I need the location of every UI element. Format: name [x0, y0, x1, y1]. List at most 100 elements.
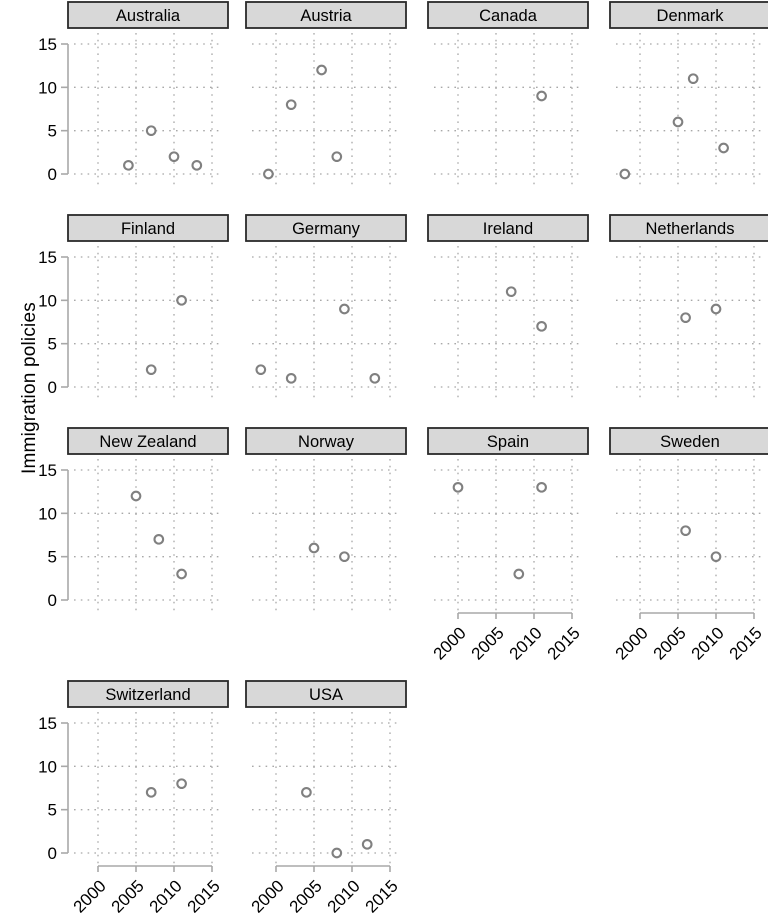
y-tick-label: 10 — [38, 78, 57, 97]
data-point — [316, 64, 327, 76]
data-point — [687, 73, 699, 85]
data-point — [718, 142, 729, 154]
facet-header — [245, 427, 407, 455]
data-points — [536, 90, 547, 102]
x-tick-label: 2005 — [468, 623, 508, 663]
data-point — [505, 286, 517, 298]
data-point — [619, 168, 631, 180]
facet-header — [427, 214, 589, 242]
data-points — [123, 125, 203, 171]
data-point — [145, 786, 157, 798]
data-point — [536, 481, 547, 493]
gridlines — [434, 246, 580, 401]
data-points — [619, 73, 729, 180]
gridlines — [434, 459, 580, 614]
data-point — [123, 159, 134, 171]
facet-header — [67, 1, 229, 29]
x-tick-label: 2005 — [650, 623, 690, 663]
facet-title: Australia — [116, 7, 181, 25]
facet-header — [609, 214, 768, 242]
facet-header — [67, 427, 229, 455]
data-point — [153, 533, 165, 545]
y-axis: 0 5 10 15 — [38, 461, 69, 610]
y-tick-label: 5 — [48, 122, 57, 141]
facet-title: Finland — [121, 220, 175, 238]
facet-header — [609, 427, 768, 455]
data-point — [130, 490, 142, 502]
data-point — [168, 151, 180, 163]
data-point — [452, 481, 464, 493]
x-tick-label: 2010 — [324, 876, 364, 913]
gridlines — [434, 33, 580, 188]
x-tick-label: 2005 — [108, 876, 148, 913]
data-point — [672, 116, 684, 128]
facet-title: Norway — [298, 433, 355, 451]
x-tick-label: 2000 — [70, 876, 110, 913]
y-tick-label: 5 — [48, 801, 57, 820]
y-axis: 0 5 10 15 — [38, 248, 69, 397]
facet-panel-finland: 0 5 10 15 Finland — [38, 214, 229, 401]
data-point — [536, 90, 547, 102]
facet-title: Switzerland — [105, 686, 190, 704]
y-tick-label: 0 — [48, 165, 57, 184]
facet-header — [427, 1, 589, 29]
facet-header — [245, 1, 407, 29]
y-tick-label: 0 — [48, 591, 57, 610]
data-point — [339, 551, 350, 563]
data-point — [176, 568, 187, 580]
facet-header — [67, 680, 229, 708]
data-points — [680, 525, 722, 563]
y-tick-label: 5 — [48, 548, 57, 567]
facet-panel-germany: Germany — [245, 214, 407, 401]
gridlines — [616, 246, 762, 401]
y-tick-label: 15 — [38, 714, 57, 733]
facet-header — [609, 1, 768, 29]
data-points — [145, 778, 187, 798]
facet-panel-australia: 0 5 10 15 Australia — [38, 1, 229, 188]
gridlines — [74, 246, 220, 401]
facet-title: New Zealand — [99, 433, 196, 451]
data-point — [369, 372, 381, 384]
x-tick-label: 2010 — [146, 876, 186, 913]
data-point — [680, 525, 691, 537]
data-point — [331, 847, 343, 859]
gridlines — [74, 459, 220, 614]
data-point — [301, 786, 312, 798]
y-tick-label: 10 — [38, 757, 57, 776]
gridlines — [252, 712, 398, 867]
facet-header — [245, 680, 407, 708]
x-tick-label: 2015 — [362, 876, 402, 913]
gridlines — [616, 33, 762, 188]
facet-title: USA — [309, 686, 343, 704]
x-tick-label: 2010 — [688, 623, 728, 663]
data-point — [176, 778, 187, 790]
data-points — [263, 64, 343, 180]
facet-title: Spain — [487, 433, 529, 451]
data-point — [285, 372, 297, 384]
x-tick-label: 2000 — [430, 623, 470, 663]
x-tick-label: 2015 — [726, 623, 766, 663]
facet-title: Netherlands — [646, 220, 735, 238]
y-axis-title: Immigration policies — [19, 302, 40, 474]
x-tick-label: 2000 — [248, 876, 288, 913]
facet-title: Canada — [479, 7, 538, 25]
facet-panel-ireland: Ireland — [427, 214, 589, 401]
x-tick-label: 2005 — [286, 876, 326, 913]
data-point — [145, 364, 157, 376]
data-points — [255, 303, 381, 384]
data-points — [301, 786, 373, 859]
data-points — [680, 303, 722, 324]
data-point — [191, 159, 203, 171]
data-point — [536, 320, 547, 332]
facet-panel-norway: Norway — [245, 427, 407, 614]
facet-header — [427, 427, 589, 455]
data-point — [361, 838, 373, 850]
x-tick-label: 2010 — [506, 623, 546, 663]
y-tick-label: 5 — [48, 335, 57, 354]
